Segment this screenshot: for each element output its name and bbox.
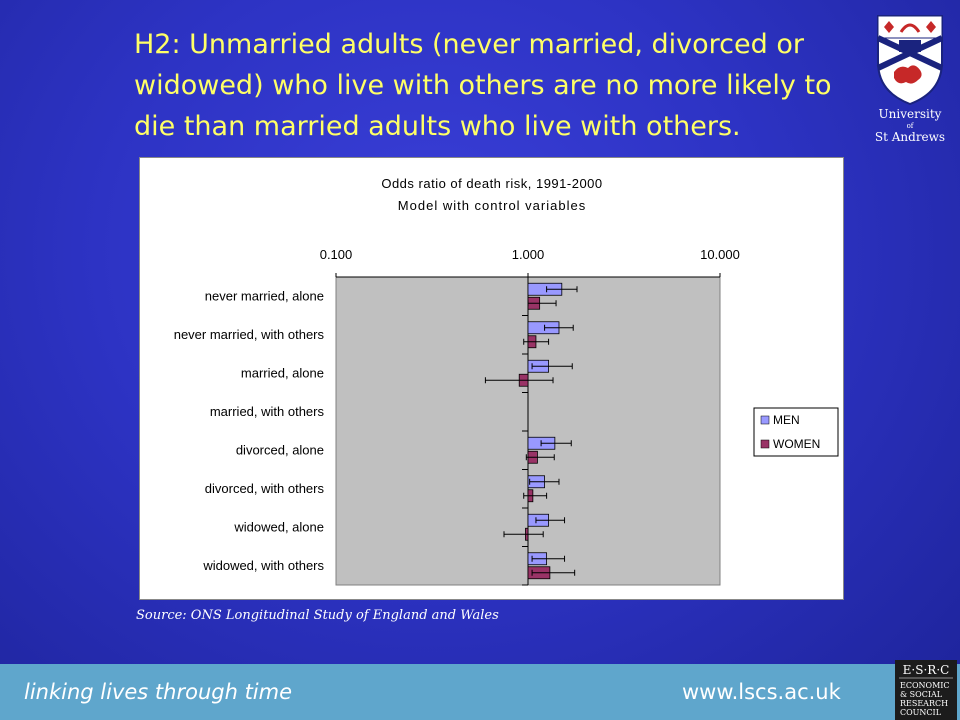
university-crest-logo: University of St Andrews: [875, 15, 945, 144]
slide-title: H2: Unmarried adults (never married, div…: [134, 29, 832, 142]
logo-line-university: University: [879, 107, 942, 121]
esrc-logo-line-3: RESEARCH: [900, 699, 948, 708]
chart-title: Odds ratio of death risk, 1991-2000: [381, 176, 602, 191]
esrc-logo-line-2: & SOCIAL: [900, 690, 943, 699]
chart-subtitle: Model with control variables: [398, 198, 586, 213]
x-tick-label: 10.000: [700, 247, 740, 262]
source-note: Source: ONS Longitudinal Study of Englan…: [136, 608, 499, 623]
category-label: divorced, alone: [236, 442, 324, 457]
category-label: married, alone: [241, 365, 324, 380]
esrc-logo-line-1: ECONOMIC: [900, 681, 950, 690]
esrc-logo-acronym: E·S·R·C: [903, 663, 950, 677]
category-label: married, with others: [210, 404, 325, 419]
logo-line-of: of: [907, 122, 915, 130]
category-label: never married, with others: [174, 327, 325, 342]
legend-swatch-men: [760, 415, 770, 425]
chart-legend: MEN WOMEN: [753, 407, 839, 457]
category-label: divorced, with others: [205, 481, 325, 496]
odds-ratio-chart: Odds ratio of death risk, 1991-2000 Mode…: [174, 176, 839, 586]
category-label: widowed, alone: [233, 519, 324, 534]
x-tick-label: 0.100: [320, 247, 353, 262]
chart-panel: Odds ratio of death risk, 1991-2000 Mode…: [139, 157, 844, 600]
footer-tagline: linking lives through time: [24, 680, 293, 704]
x-tick-label: 1.000: [512, 247, 545, 262]
legend-swatch-women: [760, 439, 770, 449]
category-label: never married, alone: [205, 288, 324, 303]
legend-label-women: WOMEN: [773, 437, 820, 451]
footer-bar: linking lives through time www.lscs.ac.u…: [0, 664, 960, 720]
legend-label-men: MEN: [773, 413, 800, 427]
esrc-logo-line-4: COUNCIL: [900, 708, 942, 717]
logo-line-st-andrews: St Andrews: [875, 130, 945, 144]
footer-url-link[interactable]: www.lscs.ac.uk: [682, 680, 841, 704]
esrc-logo: E·S·R·C ECONOMIC & SOCIAL RESEARCH COUNC…: [895, 660, 957, 720]
category-label: widowed, with others: [202, 558, 324, 573]
